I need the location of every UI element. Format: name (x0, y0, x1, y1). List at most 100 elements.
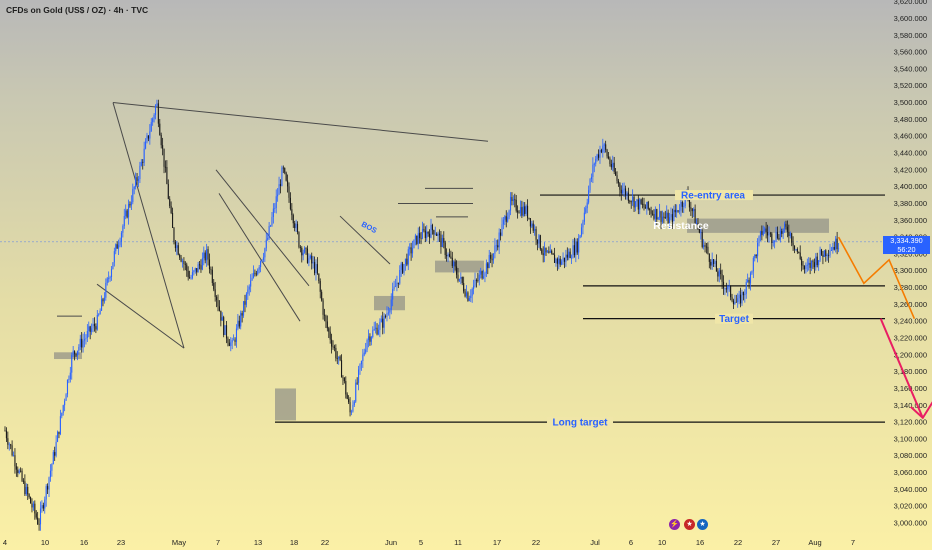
candle-body (429, 233, 431, 238)
candle-body (377, 329, 380, 335)
candle-body (191, 272, 193, 279)
candle-body (441, 238, 443, 248)
candle-body (657, 217, 659, 220)
candle-body (298, 232, 300, 248)
candle-body (600, 149, 602, 153)
candle-body (599, 149, 601, 158)
time-tick-label: 22 (734, 538, 742, 547)
candle-body (812, 260, 814, 263)
target-label-bg (715, 313, 753, 324)
candle-body (495, 245, 497, 247)
candle-body (243, 301, 245, 316)
candle-body (110, 269, 113, 277)
candle-body (400, 263, 402, 271)
candle-body (761, 231, 763, 235)
time-tick-label: 10 (41, 538, 49, 547)
candle-body (370, 337, 372, 342)
candle-body (396, 282, 398, 287)
candle-body (590, 176, 593, 180)
bos-label: BOS (360, 220, 379, 236)
candle-body (447, 254, 449, 257)
candle-body (502, 219, 504, 225)
candle-body (457, 274, 459, 281)
candle-body (139, 165, 141, 180)
candle-body (186, 264, 188, 271)
candle-body (721, 274, 723, 282)
candle-body (751, 271, 753, 274)
candle-body (620, 189, 622, 194)
candle-body (108, 278, 110, 279)
candle-body (261, 259, 263, 262)
candle-body (491, 258, 493, 261)
candle-body (528, 217, 530, 219)
candle-body (89, 326, 91, 332)
candle-body (819, 249, 821, 261)
candle-body (83, 339, 86, 341)
candle-body (512, 199, 514, 201)
candle-body (758, 236, 760, 243)
candle-body (218, 306, 220, 311)
candle-body (150, 122, 152, 132)
last-price-value: 3,334.390 (890, 236, 923, 245)
candle-body (12, 455, 15, 457)
candle-body (801, 258, 803, 266)
candle-body (352, 404, 354, 412)
candle-body (602, 145, 604, 153)
candle-body (676, 210, 678, 213)
candle-body (535, 229, 537, 240)
candle-body (715, 261, 717, 272)
time-tick-label: Aug (808, 538, 821, 547)
candle-body (789, 233, 791, 237)
candle-body (255, 273, 257, 275)
candle-body (542, 253, 544, 256)
candle-body (24, 481, 26, 495)
candle-body (304, 247, 306, 253)
candle-body (64, 400, 66, 406)
candle-body (649, 208, 651, 211)
candle-body (731, 297, 733, 301)
us-flag-icon-2[interactable]: ★ (697, 519, 708, 530)
candle-body (451, 257, 453, 266)
candle-body (265, 239, 267, 249)
lightning-icon[interactable]: ⚡ (669, 519, 680, 530)
candle-body (247, 289, 249, 294)
candle-body (65, 394, 67, 401)
long-target-label-bg (547, 417, 613, 428)
candle-body (99, 310, 101, 315)
candle-body (102, 299, 104, 302)
candle-body (37, 517, 39, 524)
candle-body (58, 431, 60, 435)
candle-body (636, 199, 638, 202)
candle-body (62, 405, 64, 413)
candle-body (759, 231, 761, 237)
candle-body (295, 223, 297, 229)
candle-body (414, 235, 416, 240)
candle-body (714, 261, 716, 265)
candle-body (808, 262, 810, 265)
candle-body (152, 118, 154, 123)
price-axis[interactable]: 3,000.000 3,020.000 3,040.000 3,060.000 3,08… (894, 0, 927, 528)
time-axis[interactable]: 4 10 16 23 May 7 13 18 22 Jun 5 11 17 22 Jul 6 10 16 22 27 A… (3, 538, 855, 547)
candle-body (69, 372, 71, 380)
candle-body (25, 486, 27, 495)
candle-body (14, 455, 16, 467)
candle-body (762, 230, 764, 235)
candle-body (184, 263, 186, 265)
candle-body (835, 238, 837, 250)
candle-body (393, 286, 395, 290)
candle-body (456, 266, 458, 275)
symbol-title[interactable]: CFDs on Gold (US$ / OZ) · 4h · TVC (6, 5, 149, 15)
candle-body (18, 470, 20, 473)
candle-body (233, 339, 235, 341)
candle-body (473, 285, 475, 289)
candle-body (738, 294, 740, 299)
candle-body (174, 241, 176, 249)
price-tick-label: 3,420.000 (894, 165, 927, 174)
candle-body (143, 148, 145, 163)
candle-body (126, 210, 128, 218)
us-flag-icon[interactable]: ★ (684, 519, 695, 530)
candle-body (142, 161, 144, 163)
candle-body (193, 270, 195, 273)
